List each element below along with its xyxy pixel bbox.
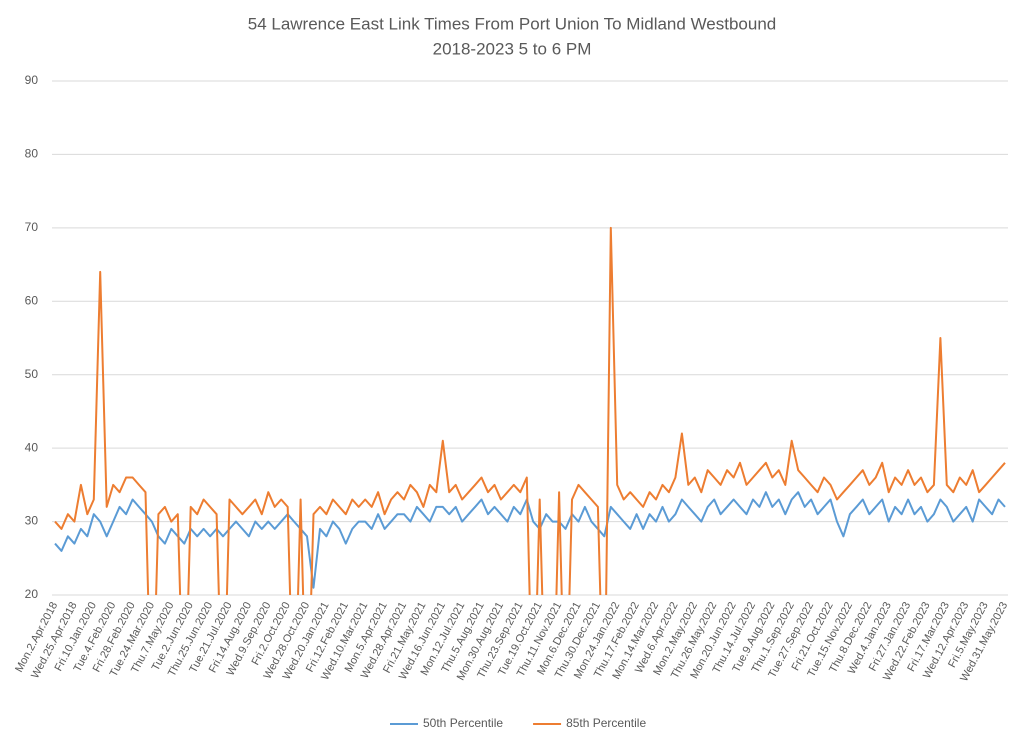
y-tick-label: 90	[25, 73, 39, 87]
y-tick-label: 20	[25, 587, 39, 601]
y-tick-label: 70	[25, 220, 39, 234]
y-tick-label: 80	[25, 147, 39, 161]
legend-label: 85th Percentile	[566, 716, 646, 730]
y-tick-label: 40	[25, 440, 39, 454]
series-line	[54, 226, 1006, 595]
chart-title: 54 Lawrence East Link Times From Port Un…	[248, 14, 777, 33]
y-tick-label: 60	[25, 293, 39, 307]
y-tick-label: 30	[25, 514, 39, 528]
legend-label: 50th Percentile	[423, 716, 503, 730]
y-tick-label: 50	[25, 367, 39, 381]
series-line	[54, 491, 1006, 589]
chart-subtitle: 2018-2023 5 to 6 PM	[433, 39, 592, 58]
